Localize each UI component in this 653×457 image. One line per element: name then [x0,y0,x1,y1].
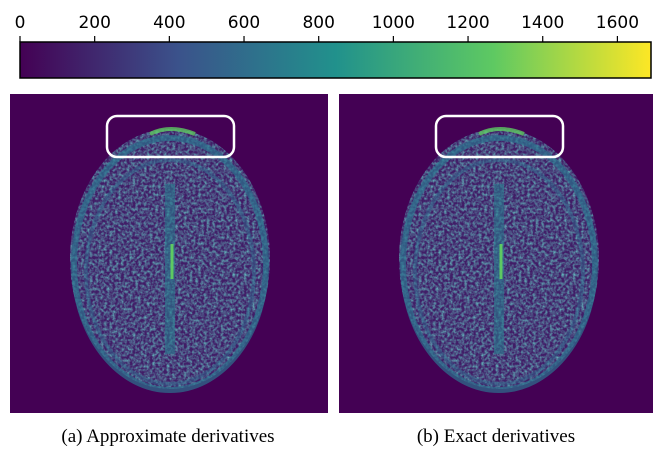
caption: (a) Approximate derivatives [61,426,274,447]
panel-image-b [339,94,653,413]
tick-label: 400 [153,13,185,33]
tick-label: 1600 [596,13,639,33]
tick-label: 200 [78,13,110,33]
tick-label: 1200 [446,13,489,33]
tick-label: 800 [302,13,334,33]
tick-label: 1000 [372,13,415,33]
panel-image-a [10,94,328,413]
tick-label: 0 [15,13,26,33]
caption: (b) Exact derivatives [417,426,575,447]
tick-label: 600 [228,13,260,33]
colorbar [19,41,652,79]
tick-label: 1400 [521,13,564,33]
